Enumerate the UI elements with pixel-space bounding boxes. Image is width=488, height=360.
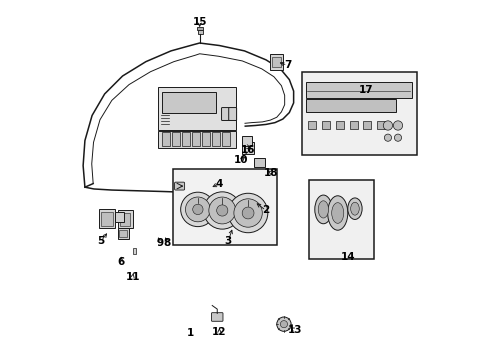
Bar	[182, 132, 190, 146]
Bar	[305, 82, 411, 98]
Text: 5: 5	[97, 236, 104, 246]
Circle shape	[233, 199, 262, 227]
Circle shape	[203, 192, 241, 229]
Text: 4: 4	[215, 179, 223, 189]
Circle shape	[276, 317, 290, 331]
Bar	[363, 121, 370, 129]
Bar	[162, 92, 215, 113]
Bar	[158, 87, 235, 130]
Text: 9: 9	[156, 238, 163, 248]
Bar	[172, 169, 276, 244]
FancyBboxPatch shape	[115, 212, 124, 222]
Circle shape	[392, 121, 402, 130]
Bar	[212, 132, 220, 146]
Bar	[192, 132, 200, 146]
Text: 14: 14	[341, 252, 355, 262]
Circle shape	[180, 192, 215, 226]
Bar	[335, 121, 343, 129]
FancyBboxPatch shape	[221, 108, 229, 121]
Bar	[222, 132, 230, 146]
Ellipse shape	[327, 196, 347, 230]
FancyBboxPatch shape	[228, 108, 236, 121]
FancyBboxPatch shape	[241, 136, 252, 145]
Bar	[301, 72, 416, 155]
Text: 3: 3	[224, 236, 231, 246]
Bar	[322, 121, 329, 129]
Bar	[132, 248, 136, 253]
FancyBboxPatch shape	[253, 158, 264, 167]
Text: 11: 11	[125, 272, 140, 282]
Bar	[349, 121, 357, 129]
Text: 10: 10	[233, 155, 247, 165]
Circle shape	[228, 193, 267, 233]
Text: 1: 1	[186, 328, 193, 338]
FancyBboxPatch shape	[241, 142, 253, 154]
Bar	[305, 99, 395, 112]
Text: 15: 15	[192, 17, 206, 27]
FancyBboxPatch shape	[117, 228, 129, 239]
Ellipse shape	[314, 195, 331, 224]
Circle shape	[384, 134, 391, 141]
Bar	[172, 132, 180, 146]
Ellipse shape	[350, 202, 359, 215]
Text: 16: 16	[241, 144, 255, 154]
Bar	[202, 132, 210, 146]
Text: 6: 6	[117, 257, 124, 267]
Ellipse shape	[347, 198, 362, 220]
FancyBboxPatch shape	[174, 182, 184, 190]
Circle shape	[216, 205, 227, 216]
Bar	[162, 132, 169, 146]
FancyBboxPatch shape	[117, 211, 132, 228]
Bar	[158, 131, 235, 148]
Circle shape	[383, 121, 392, 130]
Circle shape	[208, 197, 235, 224]
Bar	[308, 180, 373, 259]
Circle shape	[192, 204, 203, 215]
Circle shape	[242, 207, 253, 219]
Circle shape	[280, 320, 287, 328]
FancyBboxPatch shape	[99, 210, 115, 228]
Ellipse shape	[331, 203, 343, 223]
Bar	[101, 212, 112, 226]
Bar	[376, 121, 384, 129]
Text: 2: 2	[262, 206, 269, 216]
Text: 13: 13	[287, 325, 301, 335]
Bar	[308, 121, 316, 129]
Bar	[120, 213, 130, 226]
Bar	[197, 30, 202, 34]
Text: 17: 17	[358, 85, 373, 95]
Bar	[119, 230, 127, 237]
Ellipse shape	[318, 201, 328, 218]
Bar	[271, 57, 280, 67]
Text: 7: 7	[283, 60, 291, 70]
FancyBboxPatch shape	[269, 54, 282, 69]
Circle shape	[185, 197, 210, 222]
Bar	[196, 27, 203, 30]
Text: 8: 8	[163, 238, 171, 248]
FancyBboxPatch shape	[211, 313, 223, 321]
Text: 18: 18	[264, 168, 278, 178]
Circle shape	[394, 134, 401, 141]
Text: 12: 12	[212, 327, 226, 337]
